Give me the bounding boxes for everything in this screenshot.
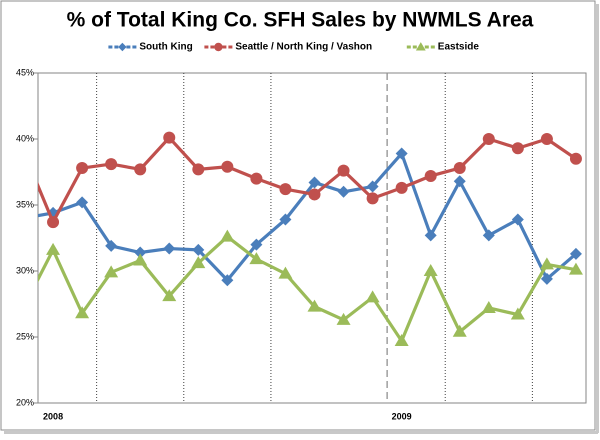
marker [539,257,554,270]
legend-marker [118,42,127,52]
legend-marker [214,42,223,52]
plot-content [38,73,583,403]
legend-label: Seattle / North King / Vashon [235,42,372,53]
y-tick-label: 25% [16,331,34,341]
marker [365,290,380,303]
marker [540,133,553,145]
marker [47,216,60,229]
legend-label: South King [139,42,192,53]
legend-label: Eastside [438,42,480,53]
marker [424,229,437,242]
y-tick-label: 40% [16,133,34,143]
marker [76,196,89,209]
plot-area [37,72,587,404]
marker [337,164,350,177]
marker [133,253,148,266]
marker [395,147,408,160]
x-tick-label: 2009 [392,411,412,421]
marker [510,307,525,320]
marker [192,243,205,256]
chart-title: % of Total King Co. SFH Sales by NWMLS A… [67,9,534,32]
marker [482,229,495,242]
marker [75,306,90,319]
marker [250,172,263,185]
x-tick-label: 2008 [43,411,63,421]
marker [424,169,437,182]
frame-shadow [4,431,598,434]
marker [336,312,351,325]
marker [482,133,495,145]
marker [104,265,119,278]
marker [46,242,61,255]
legend-marker [415,42,426,51]
marker [279,183,292,196]
marker [191,256,206,269]
y-tick-label: 20% [16,397,34,407]
marker [162,289,177,302]
marker [308,188,321,201]
marker [366,192,379,205]
marker [105,239,118,252]
y-tick-label: 30% [16,265,34,275]
marker [540,272,553,285]
marker [511,213,524,226]
marker [134,163,147,176]
marker [423,264,438,276]
marker [308,176,321,189]
marker [395,181,408,194]
marker [221,274,234,287]
marker [278,266,293,279]
marker [568,262,583,275]
marker [394,333,409,346]
marker [569,247,582,260]
marker [134,246,147,259]
marker [76,162,89,175]
marker [279,213,292,226]
marker [366,180,379,193]
y-tick-label: 35% [16,199,34,209]
marker [163,131,176,144]
marker [163,242,176,255]
y-tick-label: 45% [16,67,34,77]
marker [249,252,264,265]
marker [307,299,322,312]
marker [452,324,467,337]
marker [453,162,466,175]
marker [220,229,235,242]
marker [192,163,205,176]
marker [453,175,466,188]
marker [481,300,496,313]
marker [221,160,234,173]
frame-shadow [596,4,599,433]
marker [105,158,118,171]
marker [337,185,350,198]
marker [250,238,263,251]
marker [511,142,524,155]
marker [569,152,582,165]
